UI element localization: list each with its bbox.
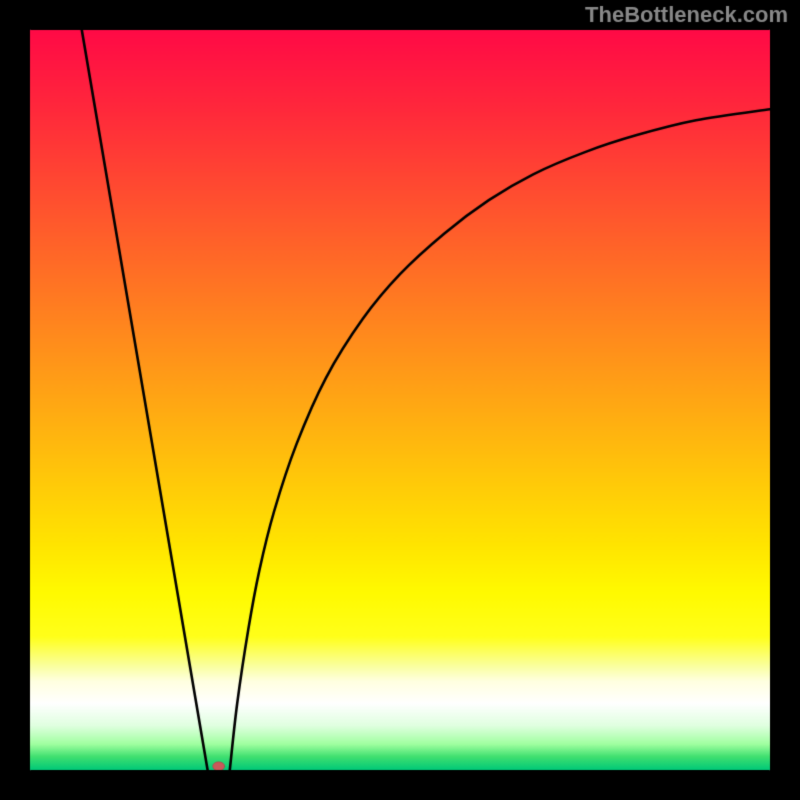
bottleneck-chart bbox=[0, 0, 800, 800]
